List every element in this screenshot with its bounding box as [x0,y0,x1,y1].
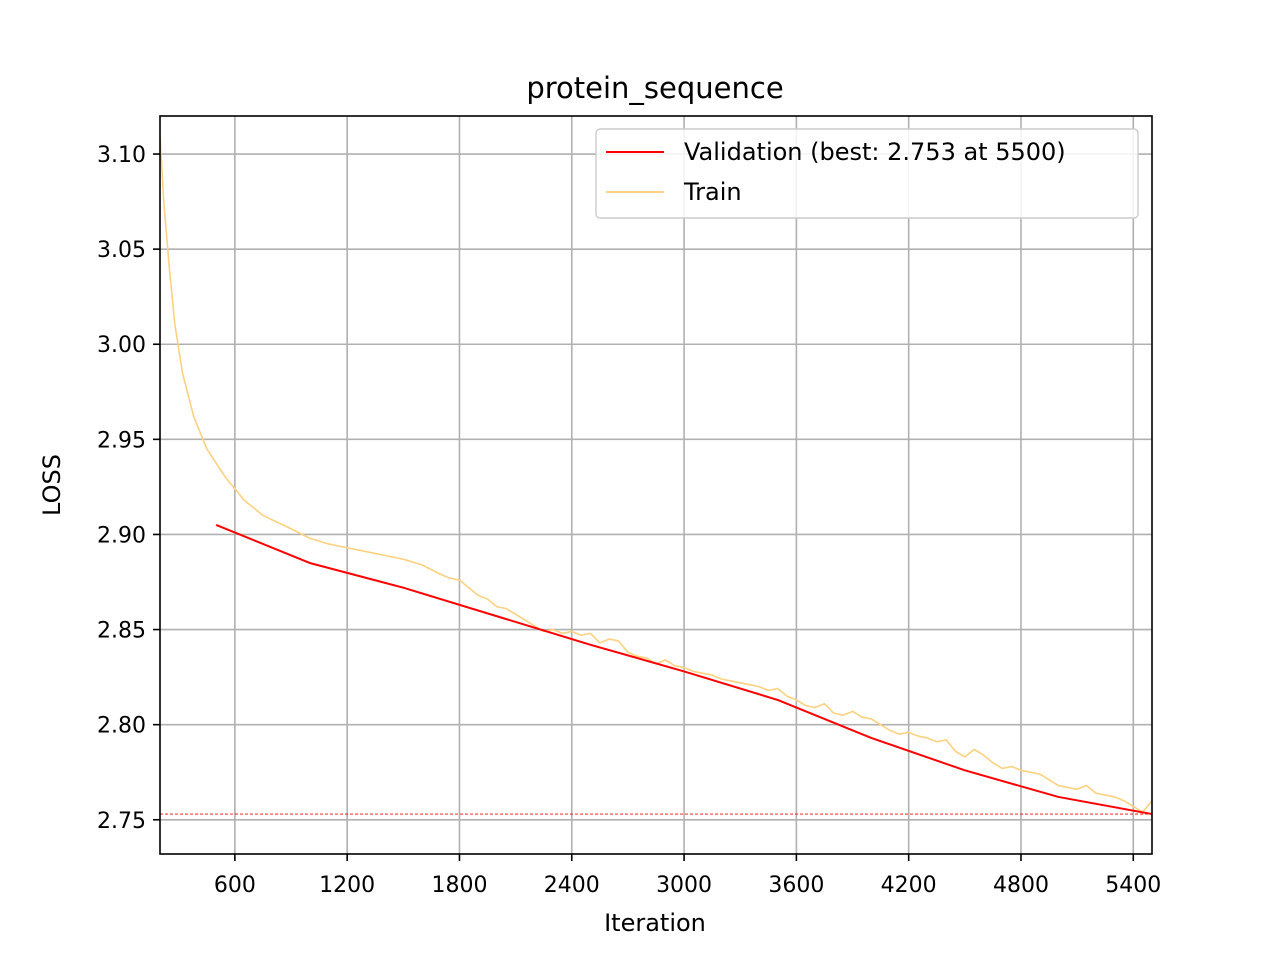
chart-title: protein_sequence [526,71,783,105]
y-tick-label: 2.85 [97,619,146,644]
x-tick-label: 1800 [431,873,487,898]
x-axis-label: Iteration [604,909,706,937]
legend-label-validation: Validation (best: 2.753 at 5500) [684,138,1066,166]
x-tick-label: 2400 [544,873,600,898]
grid [160,116,1152,854]
y-tick-label: 3.00 [97,333,146,358]
y-tick-label: 3.10 [97,143,146,168]
legend-box [595,128,1139,219]
y-tick-label: 2.80 [97,714,146,739]
x-tick-label: 3000 [656,873,712,898]
legend-label-train: Train [683,178,742,206]
x-tick-label: 4200 [881,873,937,898]
x-tick-label: 1200 [319,873,375,898]
plot-area [159,134,1153,816]
y-tick-label: 2.90 [97,523,146,548]
train-line [159,134,1153,813]
x-tick-label: 4800 [993,873,1049,898]
y-tick-label: 2.75 [97,809,146,834]
x-axis-ticks: 600 1200 1800 2400 3000 3600 4200 4800 5400 [214,854,1161,898]
x-tick-label: 3600 [768,873,824,898]
y-axis-ticks: 2.75 2.80 2.85 2.90 2.95 3.00 3.05 3.10 [97,143,160,834]
x-tick-label: 600 [214,873,256,898]
y-tick-label: 3.05 [97,238,146,263]
x-tick-label: 5400 [1105,873,1161,898]
validation-line [215,524,1153,816]
legend: Validation (best: 2.753 at 5500) Train [595,128,1139,219]
y-tick-label: 2.95 [97,428,146,453]
y-axis-label: LOSS [38,454,66,516]
plot-frame [159,115,1153,855]
